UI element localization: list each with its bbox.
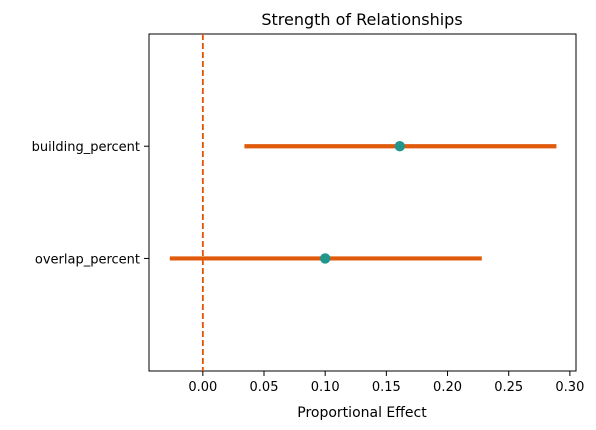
x-tick-label: 0.30 [555, 380, 584, 395]
plot-area [148, 33, 577, 372]
y-tick-label: overlap_percent [35, 252, 140, 267]
y-tick-label: building_percent [32, 140, 140, 155]
chart-title: Strength of Relationships [261, 10, 462, 29]
x-axis-ticks: 0.00 0.05 0.10 0.15 0.20 0.25 0.30 [188, 371, 584, 395]
point-overlap_percent [319, 253, 331, 264]
y-axis-ticks: building_percent overlap_percent [32, 140, 149, 267]
x-tick-label: 0.15 [372, 380, 401, 395]
point-building_percent [394, 141, 406, 152]
x-axis-title: Proportional Effect [297, 405, 427, 421]
x-tick-label: 0.05 [250, 380, 279, 395]
x-tick-label: 0.10 [311, 380, 340, 395]
x-tick-label: 0.25 [494, 380, 523, 395]
x-tick-label: 0.20 [433, 380, 462, 395]
plot-frame [148, 33, 577, 372]
x-tick-label: 0.00 [188, 380, 217, 395]
